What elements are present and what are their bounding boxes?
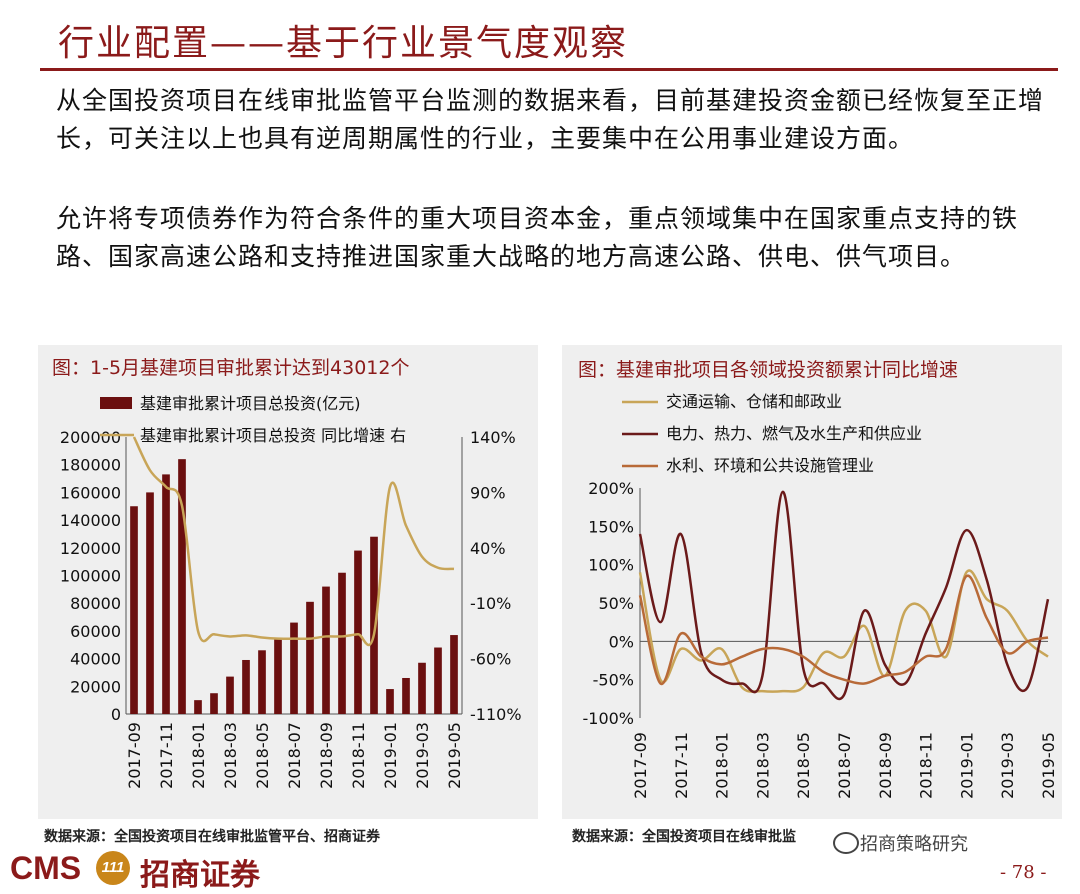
bar (162, 474, 170, 714)
right-tick-label: -110% (470, 705, 522, 724)
left-tick-label: 0 (111, 705, 121, 724)
x-tick-label: 2019-03 (413, 722, 432, 789)
bar (418, 662, 426, 714)
bar (338, 572, 346, 714)
bar (290, 622, 298, 714)
legend-label: 交通运输、仓储和邮政业 (666, 392, 842, 411)
left-tick-label: 140000 (60, 511, 121, 530)
paragraph-2: 允许将专项债券作为符合条件的重大项目资本金，重点领域集中在国家重点支持的铁路、国… (56, 204, 1019, 271)
y-tick-label: 50% (598, 594, 634, 613)
x-tick-label: 2018-05 (794, 732, 813, 799)
page-number: - 78 - (1000, 862, 1047, 883)
bar (450, 635, 458, 714)
x-tick-label: 2018-01 (189, 722, 208, 789)
bar (242, 659, 250, 714)
y-tick-label: -100% (582, 709, 634, 728)
left-tick-label: 80000 (70, 594, 121, 613)
y-tick-label: 100% (588, 556, 634, 575)
x-tick-label: 2018-05 (253, 722, 272, 789)
wechat-icon (833, 832, 859, 854)
left-tick-label: 100000 (60, 567, 121, 586)
bar (226, 676, 234, 714)
y-tick-label: 150% (588, 517, 634, 536)
line-chart: 200% 150% 100% 50% 0% -50% -100% 2017-09 2017-11… (582, 392, 1058, 799)
legend-swatch-bar (100, 397, 132, 409)
source-left: 数据来源：全国投资项目在线审批监管平台、招商证券 (44, 829, 380, 845)
bar (402, 677, 410, 714)
source-right: 数据来源：全国投资项目在线审批监 (572, 829, 796, 845)
right-tick-label: 140% (470, 428, 516, 447)
watermark: 招商策略研究 (860, 834, 968, 855)
x-tick-label: 2018-03 (221, 722, 240, 789)
x-tick-label: 2017-11 (157, 722, 176, 789)
logo-emblem-icon: 111 (96, 851, 130, 885)
logo-cms: CMS (10, 850, 82, 886)
title-divider (40, 68, 1058, 71)
growth-line (132, 436, 455, 647)
chart-panel-left: 图：1-5月基建项目审批累计达到43012个 200000 180000 16000… (38, 345, 538, 819)
right-tick-label: -10% (470, 594, 511, 613)
x-tick-label: 2017-11 (672, 732, 691, 799)
x-tick-label: 2019-03 (998, 732, 1017, 799)
left-tick-label: 40000 (70, 650, 121, 669)
bar (434, 647, 442, 714)
legend-label: 水利、环境和公共设施管理业 (666, 456, 874, 475)
y-tick-label: 0% (609, 632, 634, 651)
x-tick-label: 2017-09 (631, 732, 650, 799)
x-tick-label: 2019-05 (1039, 732, 1058, 799)
legend-label-line: 基建审批累计项目总投资 同比增速 右 (140, 426, 406, 445)
y-tick-label: 200% (588, 479, 634, 498)
bar (322, 586, 330, 714)
bar (370, 536, 378, 714)
page-title: 行业配置——基于行业景气度观察 (58, 23, 629, 64)
x-tick-label: 2018-11 (917, 732, 936, 799)
legend-label: 电力、热力、燃气及水生产和供应业 (666, 424, 922, 443)
bar (178, 459, 186, 714)
left-tick-label: 120000 (60, 539, 121, 558)
paragraph-1: 从全国投资项目在线审批监管平台监测的数据来看，目前基建投资金额已经恢复至正增长，… (56, 86, 1045, 153)
logo-cn: 招商证券 (140, 858, 260, 893)
series-water-line (638, 574, 1049, 685)
bar (210, 693, 218, 714)
right-tick-label: 90% (470, 483, 506, 502)
bar (258, 650, 266, 714)
left-tick-label: 20000 (70, 677, 121, 696)
bar (274, 639, 282, 714)
x-tick-label: 2018-09 (317, 722, 336, 789)
legend-label-bar: 基建审批累计项目总投资(亿元) (140, 394, 361, 413)
x-tick-label: 2017-09 (125, 722, 144, 789)
combo-chart: 2000001800001600001400001200001000008000… (60, 394, 522, 789)
series-power-line (638, 490, 1050, 701)
x-tick-label: 2019-01 (957, 732, 976, 799)
bar (130, 506, 138, 714)
x-tick-label: 2018-07 (835, 732, 854, 799)
left-tick-label: 60000 (70, 622, 121, 641)
bar (146, 492, 154, 714)
bar (386, 689, 394, 714)
left-tick-label: 200000 (60, 428, 121, 447)
x-tick-label: 2018-01 (713, 732, 732, 799)
chart-title-right: 图：基建审批项目各领域投资额累计同比增速 (578, 359, 959, 381)
left-tick-label: 180000 (60, 456, 121, 475)
x-tick-label: 2019-05 (445, 722, 464, 789)
series-transport-line (638, 569, 1049, 693)
right-tick-label: -60% (470, 650, 511, 669)
x-tick-label: 2019-01 (381, 722, 400, 789)
x-tick-label: 2018-09 (876, 732, 895, 799)
bar (306, 601, 314, 714)
chart-panel-right: 图：基建审批项目各领域投资额累计同比增速 200% 150% 100% 50% 0% -5… (562, 345, 1062, 819)
chart-title-left: 图：1-5月基建项目审批累计达到43012个 (52, 357, 410, 379)
left-tick-label: 160000 (60, 483, 121, 502)
x-tick-label: 2018-11 (349, 722, 368, 789)
y-tick-label: -50% (593, 671, 634, 690)
x-tick-label: 2018-07 (285, 722, 304, 789)
bar (194, 700, 202, 714)
bar (354, 550, 362, 714)
right-tick-label: 40% (470, 539, 506, 558)
x-tick-label: 2018-03 (753, 732, 772, 799)
